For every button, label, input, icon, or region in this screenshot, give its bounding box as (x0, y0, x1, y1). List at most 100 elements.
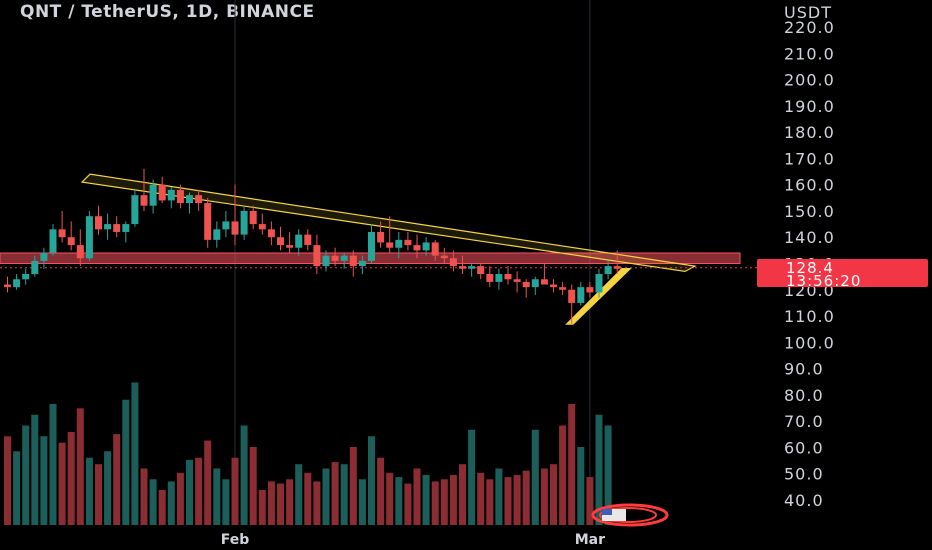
volume-bar (331, 462, 339, 525)
candle (131, 195, 139, 225)
price-tick-label: 100.0 (784, 333, 835, 352)
price-tick-label: 150.0 (784, 202, 835, 221)
candle-countdown: 13:56:20 (786, 272, 861, 290)
candle (295, 234, 303, 248)
volume-bar (550, 464, 557, 525)
volume-bar (522, 470, 530, 525)
candle (113, 224, 121, 232)
volume-bar (422, 474, 430, 525)
volume-bars (4, 382, 612, 525)
candle (222, 221, 230, 230)
volume-bar (158, 490, 166, 525)
volume-bar (495, 468, 503, 525)
candle (258, 224, 266, 230)
volume-bar (186, 459, 193, 525)
volume-bar (104, 451, 112, 525)
candle (459, 266, 466, 269)
chart-title: QNT / TetherUS, 1D, BINANCE (20, 2, 315, 22)
candle (559, 287, 567, 290)
volume-bar (195, 457, 203, 525)
candle (395, 239, 403, 248)
currency-label: USDT (784, 3, 832, 22)
candle (568, 289, 576, 303)
candle (85, 216, 93, 259)
volume-bar (286, 479, 294, 525)
candle (577, 287, 585, 303)
candle (277, 237, 284, 246)
volume-bar (222, 479, 230, 525)
volume-bar (595, 414, 603, 525)
time-tick-label: Feb (221, 532, 250, 548)
volume-bar (577, 447, 585, 525)
price-tick-label: 70.0 (784, 412, 824, 431)
volume-bar (477, 472, 485, 525)
price-tick-label: 160.0 (784, 176, 835, 195)
volume-bar (95, 464, 102, 525)
candle (22, 274, 30, 280)
volume-bar (568, 404, 576, 525)
volume-bar (313, 481, 321, 525)
badge-ring (591, 503, 669, 527)
candle (67, 237, 75, 246)
volume-bar (531, 429, 539, 525)
volume-bar (58, 442, 66, 525)
volume-bar (504, 477, 512, 525)
candle (595, 274, 603, 293)
volume-bar (122, 399, 130, 525)
volume-bar (540, 468, 548, 525)
volume-bar (131, 382, 139, 525)
volume-bar (604, 425, 612, 525)
candle (40, 252, 48, 261)
volume-bar (395, 477, 403, 525)
volume-bar (440, 479, 448, 525)
candle (149, 184, 157, 206)
volume-bar (449, 474, 457, 525)
candle (186, 195, 193, 204)
candle (249, 210, 257, 225)
candle (231, 221, 239, 235)
volume-bar (413, 468, 421, 525)
candle (377, 231, 385, 243)
candle (204, 203, 212, 240)
volume-bar (140, 468, 148, 525)
volume-bar (368, 436, 375, 525)
candle (358, 260, 366, 267)
volume-bar (404, 483, 412, 525)
volume-bar (295, 464, 303, 525)
volume-bar (249, 447, 257, 525)
price-tick-label: 220.0 (784, 18, 835, 37)
candle (322, 255, 330, 267)
volume-bar (277, 483, 284, 525)
volume-bar (167, 481, 175, 525)
last-price-value: 128.4 (786, 259, 834, 277)
candle (304, 234, 312, 246)
volume-bar (240, 425, 248, 525)
volume-bar (67, 431, 75, 525)
volume-bar (76, 408, 84, 525)
candle (586, 287, 594, 293)
drawings[interactable] (0, 173, 770, 325)
volume-bar (231, 457, 239, 525)
volume-bar (513, 474, 521, 525)
candle (531, 279, 539, 288)
candle (213, 229, 221, 240)
candle (176, 189, 184, 204)
volume-bar (258, 490, 266, 525)
candle (313, 245, 321, 267)
volume-bar (386, 472, 394, 525)
candle (158, 184, 166, 201)
candle (331, 255, 339, 261)
time-axis[interactable]: Feb Mar (221, 532, 605, 548)
candle (477, 266, 485, 275)
candle (140, 195, 148, 206)
volume-bar (468, 429, 476, 525)
price-tick-label: 140.0 (784, 228, 835, 247)
overlay (591, 503, 669, 527)
candle (468, 266, 476, 269)
volume-bar (559, 425, 567, 525)
volume-bar (431, 481, 439, 525)
flag-badge-icon (591, 503, 669, 527)
badge-flag-canton (602, 509, 612, 515)
